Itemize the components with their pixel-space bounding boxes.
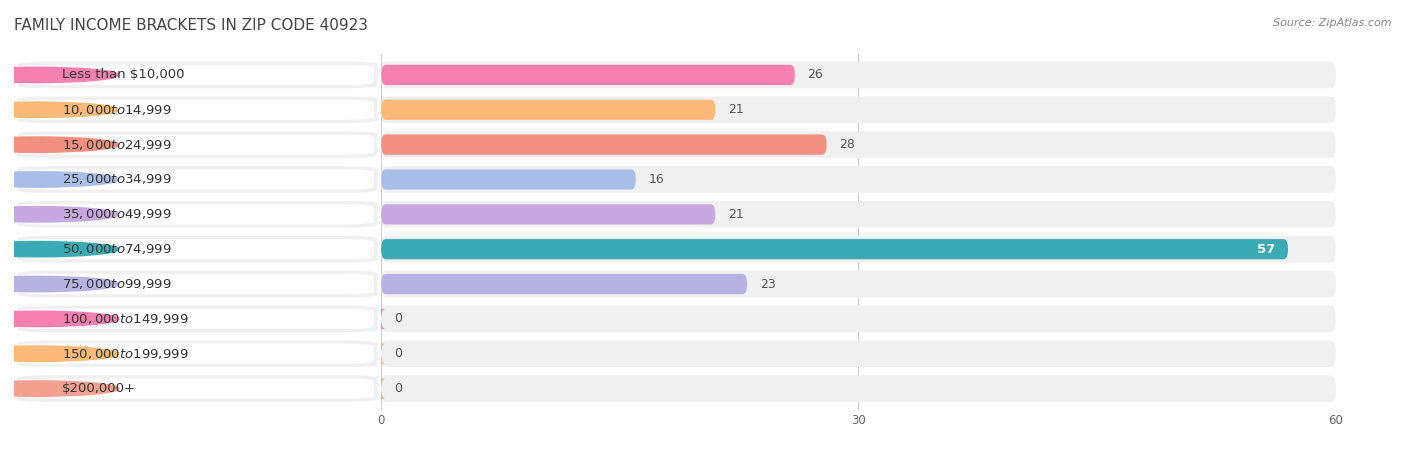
Text: FAMILY INCOME BRACKETS IN ZIP CODE 40923: FAMILY INCOME BRACKETS IN ZIP CODE 40923 [14, 18, 368, 33]
Text: 0: 0 [394, 347, 402, 360]
Text: 57: 57 [1257, 243, 1275, 256]
FancyBboxPatch shape [18, 309, 374, 329]
FancyBboxPatch shape [18, 65, 374, 85]
FancyBboxPatch shape [18, 62, 377, 88]
Circle shape [0, 346, 120, 361]
Circle shape [0, 137, 120, 152]
FancyBboxPatch shape [18, 99, 374, 120]
Text: $25,000 to $34,999: $25,000 to $34,999 [62, 172, 172, 186]
Text: $10,000 to $14,999: $10,000 to $14,999 [62, 103, 172, 117]
Text: Less than $10,000: Less than $10,000 [62, 68, 184, 81]
Text: 0: 0 [394, 382, 402, 395]
Text: Source: ZipAtlas.com: Source: ZipAtlas.com [1274, 18, 1392, 28]
FancyBboxPatch shape [381, 131, 1336, 158]
FancyBboxPatch shape [381, 135, 827, 155]
FancyBboxPatch shape [18, 344, 374, 364]
FancyBboxPatch shape [381, 62, 1336, 88]
Text: $15,000 to $24,999: $15,000 to $24,999 [62, 138, 172, 152]
FancyBboxPatch shape [381, 99, 716, 120]
FancyBboxPatch shape [18, 204, 374, 225]
FancyBboxPatch shape [18, 236, 377, 262]
Text: $75,000 to $99,999: $75,000 to $99,999 [62, 277, 172, 291]
FancyBboxPatch shape [377, 378, 385, 399]
FancyBboxPatch shape [381, 96, 1336, 123]
Circle shape [0, 311, 120, 327]
FancyBboxPatch shape [18, 201, 377, 228]
Text: $100,000 to $149,999: $100,000 to $149,999 [62, 312, 188, 326]
FancyBboxPatch shape [377, 309, 385, 329]
Circle shape [0, 67, 120, 83]
Text: $150,000 to $199,999: $150,000 to $199,999 [62, 347, 188, 361]
Circle shape [0, 242, 120, 257]
Circle shape [0, 381, 120, 396]
Circle shape [0, 102, 120, 117]
FancyBboxPatch shape [381, 239, 1288, 259]
FancyBboxPatch shape [18, 166, 377, 193]
Text: 21: 21 [728, 208, 744, 221]
FancyBboxPatch shape [381, 169, 636, 189]
FancyBboxPatch shape [18, 271, 377, 297]
Text: 26: 26 [807, 68, 824, 81]
FancyBboxPatch shape [381, 65, 794, 85]
FancyBboxPatch shape [18, 306, 377, 332]
FancyBboxPatch shape [381, 274, 747, 294]
FancyBboxPatch shape [381, 201, 1336, 228]
Text: 23: 23 [759, 278, 776, 291]
Circle shape [0, 172, 120, 187]
Circle shape [0, 276, 120, 292]
Text: 16: 16 [648, 173, 664, 186]
FancyBboxPatch shape [381, 271, 1336, 297]
FancyBboxPatch shape [18, 169, 374, 189]
FancyBboxPatch shape [18, 375, 377, 402]
FancyBboxPatch shape [18, 341, 377, 367]
FancyBboxPatch shape [381, 306, 1336, 332]
FancyBboxPatch shape [381, 166, 1336, 193]
FancyBboxPatch shape [381, 375, 1336, 402]
FancyBboxPatch shape [18, 135, 374, 155]
FancyBboxPatch shape [18, 378, 374, 399]
FancyBboxPatch shape [18, 239, 374, 259]
Text: $50,000 to $74,999: $50,000 to $74,999 [62, 242, 172, 256]
FancyBboxPatch shape [18, 96, 377, 123]
FancyBboxPatch shape [18, 131, 377, 158]
Text: $200,000+: $200,000+ [62, 382, 136, 395]
Text: 0: 0 [394, 312, 402, 325]
Text: $35,000 to $49,999: $35,000 to $49,999 [62, 207, 172, 221]
FancyBboxPatch shape [381, 236, 1336, 262]
Text: 28: 28 [839, 138, 855, 151]
FancyBboxPatch shape [18, 274, 374, 294]
FancyBboxPatch shape [377, 344, 385, 364]
Circle shape [0, 207, 120, 222]
Text: 21: 21 [728, 103, 744, 116]
FancyBboxPatch shape [381, 341, 1336, 367]
FancyBboxPatch shape [381, 204, 716, 225]
